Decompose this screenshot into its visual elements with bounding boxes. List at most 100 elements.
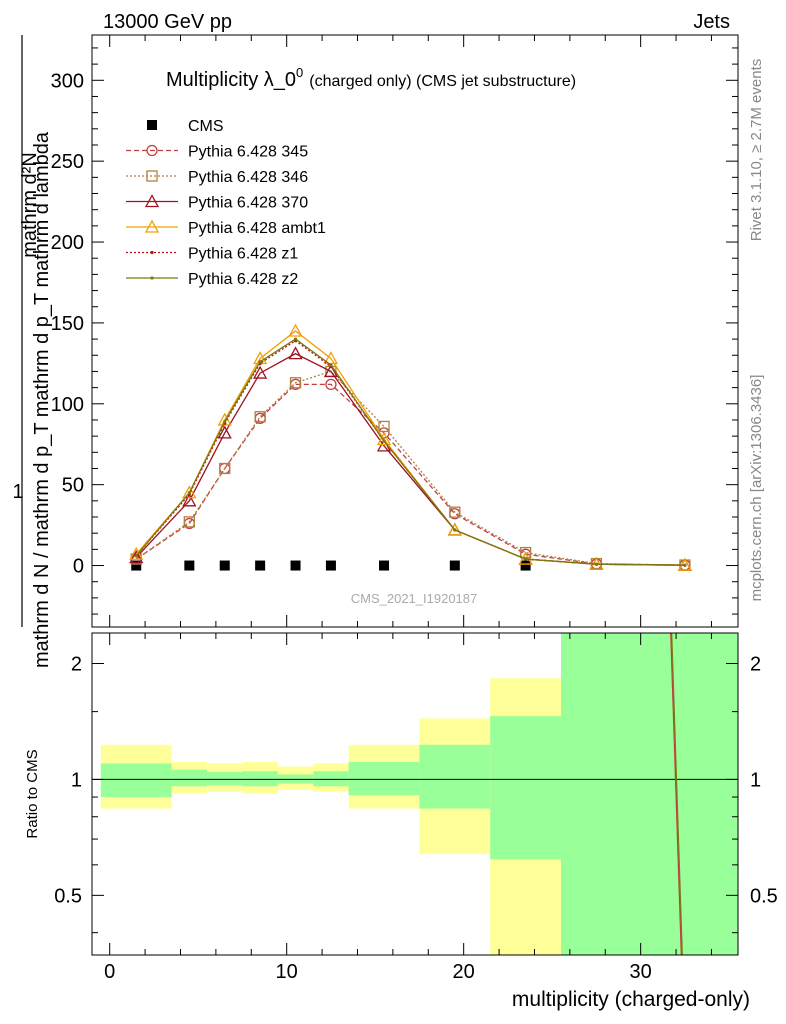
ratio-line [670,632,683,956]
y-tick-label: 250 [51,151,84,173]
y-tick-label: 300 [51,70,84,92]
x-tick-label: 20 [453,961,475,983]
data-point [187,491,191,495]
ratio-band-inner [490,716,562,860]
series-line [135,339,685,566]
plot-title: Multiplicity λ_00 (charged only) (CMS jet… [166,65,576,91]
mcplots-label: mcplots.cern.ch [arXiv:1306.3436] [748,375,765,602]
legend-marker [144,219,160,233]
title-suffix: (charged only) (CMS jet substructure) [309,73,576,90]
ratio-y-tick-label-right: 2 [750,653,761,675]
ratio-y-tick-label: 2 [71,653,82,675]
data-point [449,560,460,571]
legend-label: CMS [188,118,224,135]
data-point [219,560,230,571]
legend-marker [150,250,154,255]
legend-item-p346: Pythia 6.428 346 [126,169,308,186]
data-point [184,560,195,571]
header-left: 13000 GeV pp [103,11,232,33]
legend-label: Pythia 6.428 345 [188,144,308,161]
data-point [449,506,461,518]
data-point [134,554,138,558]
ratio-band-inner [313,771,349,787]
data-point [447,522,462,536]
data-point [325,560,336,571]
data-point [258,360,262,364]
data-point [518,551,533,565]
data-point [129,550,144,564]
data-point [129,546,144,560]
legend: CMS Pythia 6.428 345 Pythia 6.428 346 Pythi… [126,118,326,288]
rivet-label: Rivet 3.1.10, ≥ 2.7M events [748,59,765,242]
legend-item-p345: Pythia 6.428 345 [126,144,308,161]
y-tick-label: 200 [51,232,84,254]
ylabel-numerator: 1 [12,481,23,503]
x-tick-label: 0 [104,961,115,983]
ratio-ylabel: Ratio to CMS [24,749,41,838]
y-axis-label: 1 mathrm d²N mathrm d N / mathrm d p_T m… [12,35,53,668]
ratio-band-inner [348,761,420,796]
data-point [288,346,303,360]
data-point [255,560,266,571]
legend-item-p370: Pythia 6.428 370 [126,194,308,212]
data-point [594,562,599,566]
series-z2 [134,337,687,567]
data-point [382,439,386,443]
main-panel: CMS_2021_I1920187 0 50 100 150 200 250 300 Mul… [12,34,739,668]
data-point [217,412,232,426]
data-point [290,560,301,571]
ratio-band-inner [242,771,278,787]
legend-label: Pythia 6.428 z2 [188,271,298,288]
data-point [453,528,457,532]
series-p346 [130,365,691,571]
legend-item-z2: Pythia 6.428 z2 [126,271,298,288]
x-tick-label: 30 [630,961,652,983]
series-line [135,383,685,566]
legend-marker [150,276,154,280]
data-point [683,563,687,567]
ratio-band-inner [207,772,243,786]
y-tick-label: 150 [51,313,84,335]
y-tick-label: 100 [51,394,84,416]
ylabel-denominator: mathrm d N / mathrm d p_T mathrm d p_T m… [31,131,53,668]
ratio-line [671,632,683,956]
legend-item-z1: Pythia 6.428 z1 [126,246,298,263]
data-point [254,411,266,423]
data-point [378,420,390,433]
data-point [223,419,227,424]
data-point [329,363,333,367]
title-main: Multiplicity λ_0 [166,69,296,91]
data-point [253,365,268,379]
ratio-band-inner [561,633,738,955]
ratio-y-tick-label-right: 0.5 [750,885,778,907]
series-line [135,338,685,566]
data-point [217,425,232,439]
legend-marker [144,194,160,208]
series-line [135,370,685,566]
ratio-frame [91,632,739,956]
ratio-panel: 0.5 0.5 1 1 2 2 0 10 20 30 Ratio to CMS multipli… [24,632,778,1011]
series-ambt1 [129,323,692,571]
data-point [520,560,531,571]
y-tick-label: 50 [62,475,84,497]
series-line [135,330,685,566]
data-point [182,493,197,507]
data-point [289,377,302,389]
watermark: CMS_2021_I1920187 [351,591,478,606]
ratio-band-inner [419,744,491,809]
legend-item-ambt1: Pythia 6.428 ambt1 [126,219,326,237]
data-point [183,516,195,528]
legend-label: Pythia 6.428 z1 [188,246,298,263]
legend-label: Pythia 6.428 370 [188,195,308,212]
legend-marker [147,120,157,130]
data-point [288,323,303,337]
legend-marker [146,144,158,157]
x-axis-label: multiplicity (charged-only) [512,988,750,1011]
x-tick-label: 10 [276,961,298,983]
title-sup: 0 [296,65,303,80]
ratio-band-inner [100,763,172,798]
data-point [182,485,197,499]
ratio-y-tick-label: 0.5 [54,885,82,907]
main-frame [91,34,739,628]
series-z1 [134,339,687,567]
